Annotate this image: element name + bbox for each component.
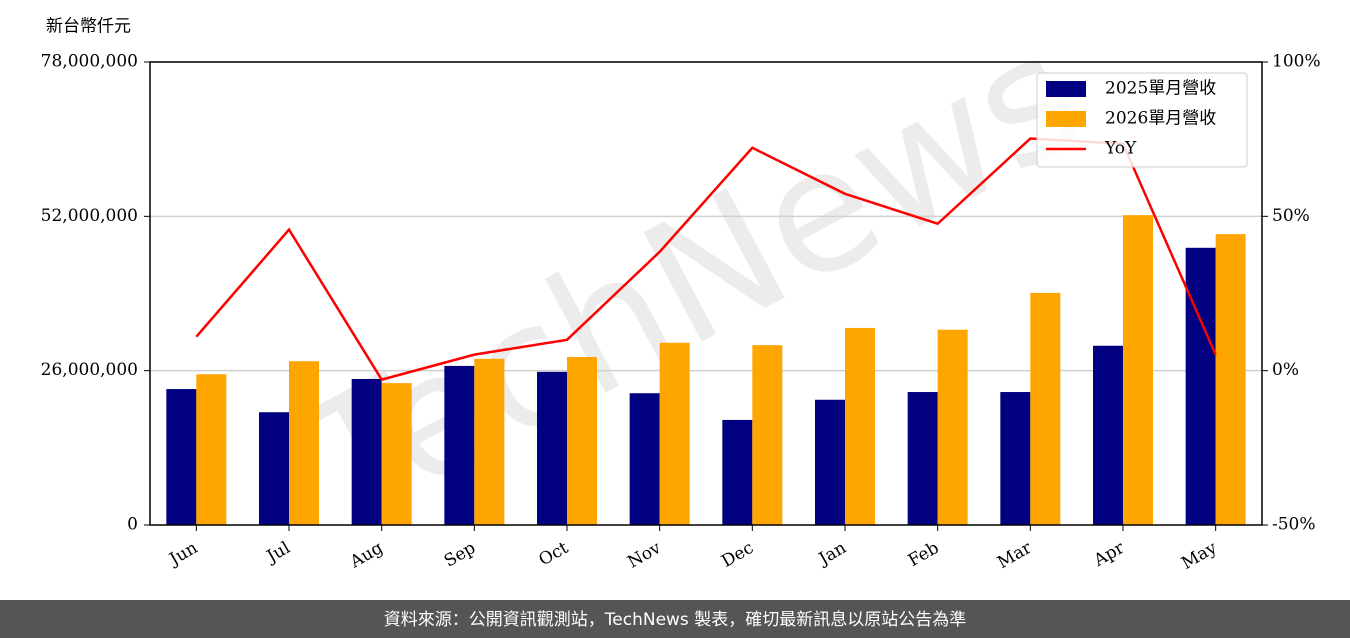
y2-tick-label: 100% bbox=[1272, 52, 1321, 72]
y-axis-title: 新台幣仟元 bbox=[46, 17, 131, 37]
bar bbox=[1000, 392, 1031, 525]
bar bbox=[1215, 234, 1246, 525]
legend-swatch bbox=[1046, 81, 1086, 97]
bar bbox=[537, 371, 567, 525]
x-tick-label: Mar bbox=[994, 537, 1036, 573]
bar bbox=[196, 374, 227, 525]
y2-tick-label: 50% bbox=[1272, 206, 1310, 226]
bar bbox=[567, 357, 597, 525]
y2-tick-label: -50% bbox=[1272, 515, 1316, 535]
x-tick-label: Feb bbox=[905, 538, 943, 571]
legend-label: YoY bbox=[1104, 139, 1137, 159]
bar bbox=[1123, 215, 1153, 525]
bar bbox=[1185, 247, 1216, 526]
bar bbox=[937, 329, 968, 525]
bar bbox=[381, 383, 412, 525]
plot-frame bbox=[149, 61, 1263, 526]
bar bbox=[845, 327, 875, 525]
bar bbox=[444, 365, 475, 525]
legend-box bbox=[1036, 72, 1248, 168]
footer-band bbox=[0, 600, 1350, 638]
bar bbox=[1093, 345, 1123, 525]
legend-swatch bbox=[1046, 111, 1086, 127]
y-tick-label: 26,000,000 bbox=[41, 360, 138, 380]
bar bbox=[289, 361, 319, 525]
bar bbox=[752, 345, 783, 525]
x-tick-label: May bbox=[1178, 538, 1221, 574]
bar bbox=[722, 419, 753, 525]
bar bbox=[1030, 292, 1061, 525]
bar bbox=[351, 378, 382, 525]
x-tick-label: Apr bbox=[1090, 537, 1129, 571]
bar bbox=[166, 389, 197, 525]
y2-tick-label: 0% bbox=[1272, 360, 1299, 380]
y-tick-label: 0 bbox=[127, 515, 138, 535]
x-tick-label: Sep bbox=[441, 538, 479, 572]
bar bbox=[659, 342, 690, 525]
x-tick-label: Oct bbox=[536, 538, 572, 571]
y-tick-label: 52,000,000 bbox=[41, 206, 138, 226]
legend-label: 2026單月營收 bbox=[1105, 109, 1216, 129]
x-tick-label: Jun bbox=[164, 538, 201, 571]
bar bbox=[259, 412, 289, 525]
x-tick-label: Nov bbox=[624, 538, 664, 573]
bar bbox=[474, 358, 505, 525]
bar bbox=[629, 393, 660, 525]
y-tick-label: 78,000,000 bbox=[41, 52, 138, 72]
x-tick-label: Dec bbox=[718, 538, 757, 572]
bar bbox=[907, 392, 938, 525]
x-tick-label: Jul bbox=[262, 538, 294, 568]
legend-label: 2025單月營收 bbox=[1105, 79, 1216, 99]
bar bbox=[815, 399, 845, 525]
x-tick-label: Jan bbox=[814, 538, 850, 570]
source-note: 資料來源：公開資訊觀測站，TechNews 製表，確切最新訊息以原站公告為準 bbox=[384, 610, 966, 630]
